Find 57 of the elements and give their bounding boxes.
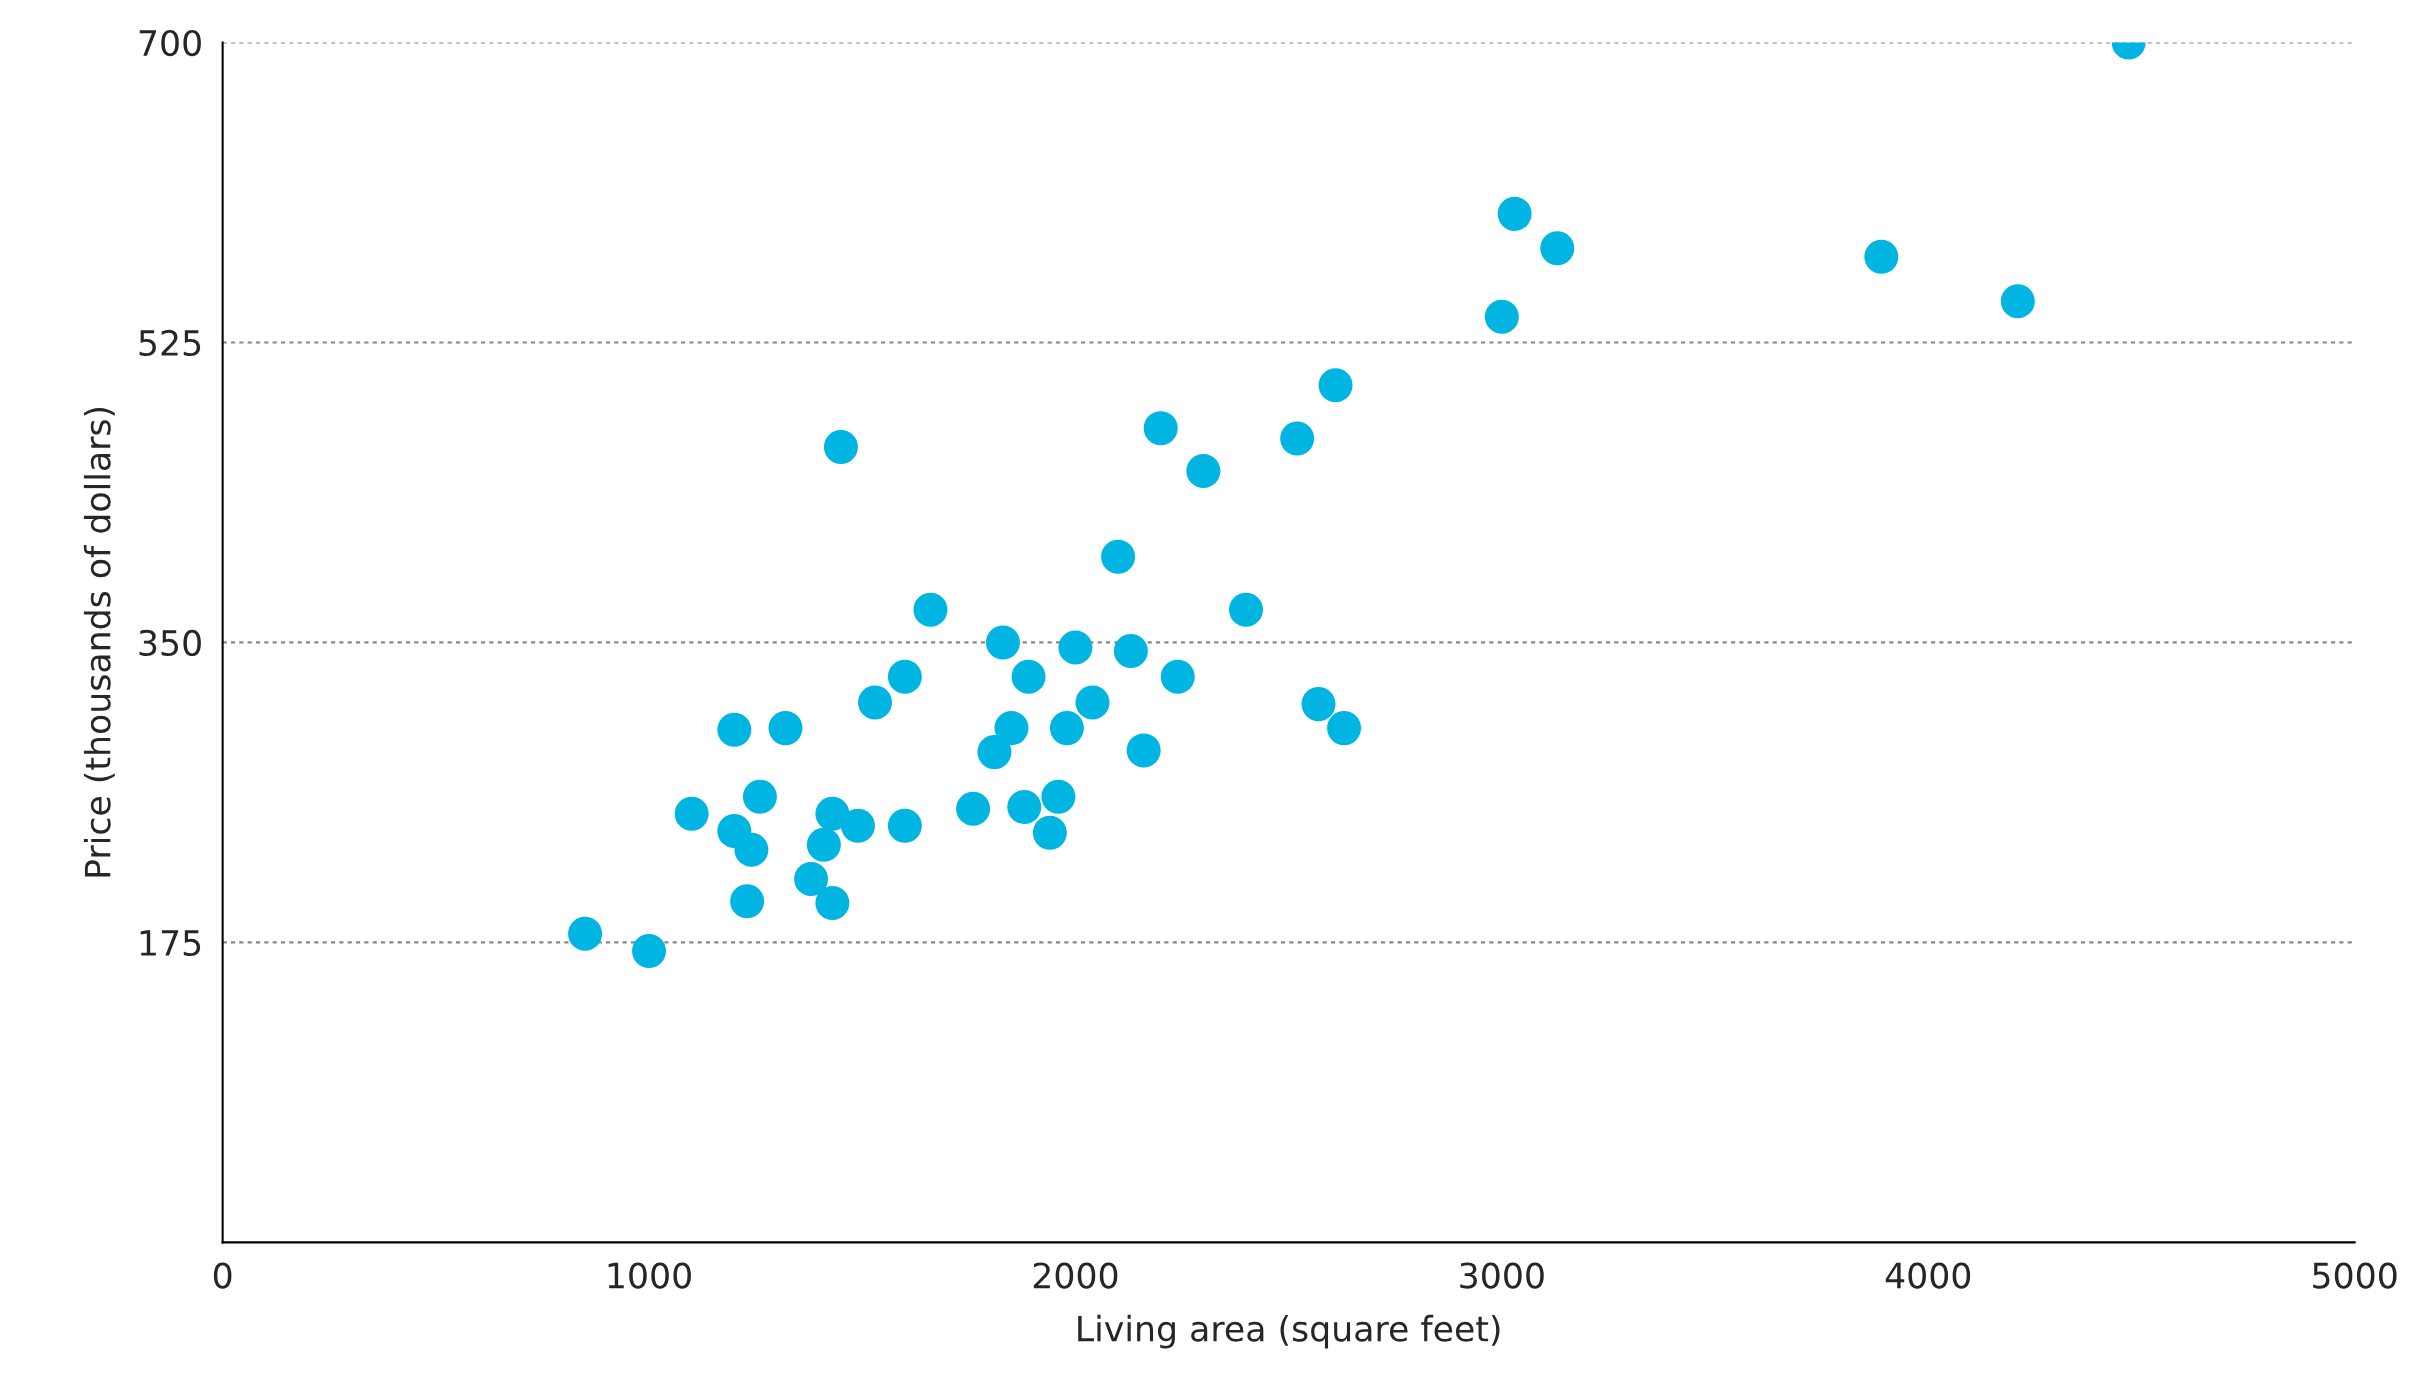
point — [913, 592, 948, 627]
point — [823, 429, 858, 464]
point — [1484, 299, 1519, 334]
point — [1075, 685, 1110, 720]
point — [1126, 733, 1161, 768]
point — [568, 916, 603, 951]
x-tick-label: 5000 — [2313, 1262, 2397, 1289]
point — [815, 796, 850, 831]
point — [1011, 659, 1046, 694]
point — [887, 808, 922, 843]
point — [730, 884, 765, 919]
point — [632, 933, 667, 968]
x-tick-label: 2000 — [1033, 1262, 1118, 1289]
point — [815, 885, 850, 920]
point — [1007, 789, 1042, 824]
x-axis-title: Living area (square feet) — [1078, 1314, 1500, 1349]
point — [1186, 453, 1221, 488]
point — [1229, 592, 1264, 627]
y-axis-title: Price (thousands of dollars) — [83, 407, 115, 877]
point — [768, 711, 803, 746]
point — [1540, 231, 1575, 266]
point — [1058, 630, 1093, 665]
point — [1864, 239, 1899, 274]
point — [1280, 421, 1315, 456]
point — [1327, 711, 1362, 746]
point — [1041, 779, 1076, 814]
x-tick-label: 3000 — [1460, 1262, 1544, 1289]
point — [994, 711, 1029, 746]
point — [806, 827, 841, 862]
y-tick-label: 350 — [139, 629, 201, 657]
point — [734, 832, 769, 867]
point — [742, 779, 777, 814]
y-tick-label: 525 — [139, 329, 201, 357]
point — [858, 685, 893, 720]
point — [1032, 815, 1067, 850]
point — [1318, 368, 1353, 403]
point — [2000, 284, 2035, 319]
point — [977, 735, 1012, 770]
point — [956, 791, 991, 826]
point — [985, 625, 1020, 660]
point — [1101, 539, 1136, 574]
point — [1301, 687, 1336, 722]
point — [1160, 659, 1195, 694]
point — [674, 796, 709, 831]
point — [887, 659, 922, 694]
x-tick-label: 1000 — [608, 1262, 691, 1289]
point — [1049, 711, 1084, 746]
point — [1143, 411, 1178, 446]
point — [1497, 196, 1532, 231]
point — [794, 861, 829, 896]
x-tick-label: 0 — [213, 1262, 232, 1289]
point — [1113, 633, 1148, 668]
x-tick-label: 4000 — [1885, 1262, 1971, 1289]
y-tick-label: 700 — [139, 29, 201, 57]
point — [717, 712, 752, 747]
y-tick-label: 175 — [140, 930, 201, 957]
point — [840, 808, 875, 843]
